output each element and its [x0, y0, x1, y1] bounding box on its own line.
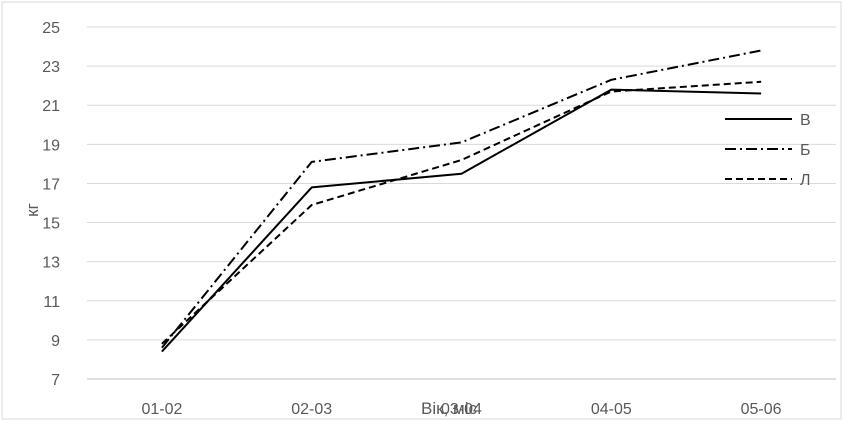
y-axis-title: кг [23, 203, 42, 217]
x-tick-label: 02-03 [291, 401, 332, 418]
gridlines [87, 26, 836, 380]
y-tick-label: 21 [42, 98, 60, 115]
y-axis-ticks: 7 9 11 13 15 17 19 21 23 25 [42, 20, 60, 389]
y-tick-label: 9 [51, 333, 60, 350]
x-axis-title: Вік, міс [421, 399, 477, 418]
legend-label: В [800, 112, 811, 129]
y-tick-label: 25 [42, 20, 60, 37]
x-tick-label: 04-05 [591, 401, 632, 418]
y-tick-label: 7 [51, 372, 60, 389]
y-tick-label: 23 [42, 59, 60, 76]
y-tick-label: 17 [42, 176, 60, 193]
legend-label: Л [800, 172, 811, 189]
y-tick-label: 13 [42, 255, 60, 272]
series-lines [161, 49, 762, 353]
x-tick-label: 03-04 [441, 401, 482, 418]
x-axis-ticks: 01-02 02-03 03-04 04-05 05-06 [141, 401, 781, 418]
y-tick-label: 11 [43, 294, 60, 311]
x-tick-label: 05-06 [741, 401, 782, 418]
y-tick-label: 15 [42, 216, 60, 233]
legend: ВБЛ [725, 112, 811, 189]
legend-label: Б [800, 142, 811, 159]
y-tick-label: 19 [42, 137, 60, 154]
x-tick-label: 01-02 [141, 401, 182, 418]
series-line-Л [161, 80, 762, 345]
